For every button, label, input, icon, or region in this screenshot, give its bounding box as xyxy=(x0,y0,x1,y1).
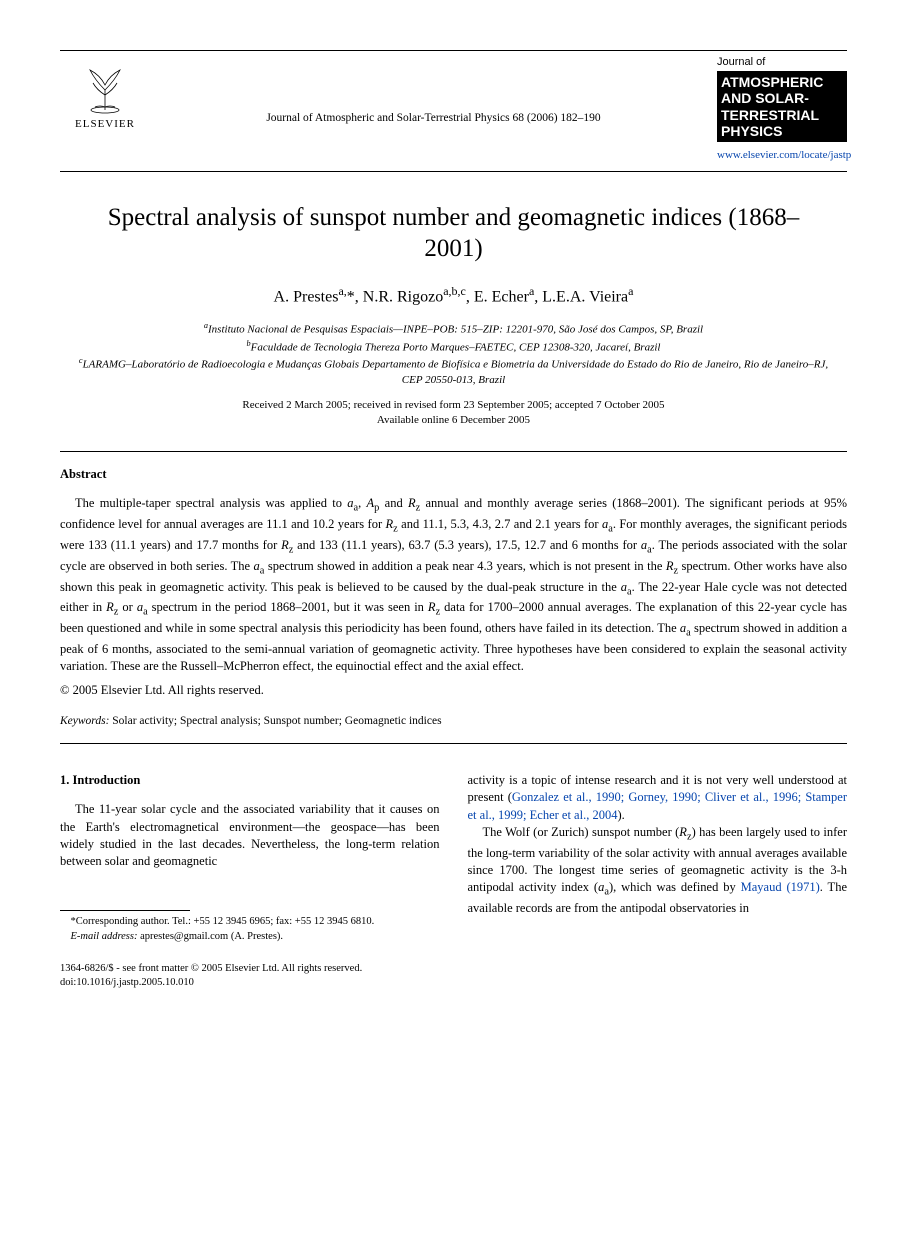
email-label: E-mail address: xyxy=(71,931,138,942)
copyright: © 2005 Elsevier Ltd. All rights reserved… xyxy=(60,682,847,700)
email-footnote: E-mail address: aprestes@gmail.com (A. P… xyxy=(60,930,440,944)
journal-url[interactable]: www.elsevier.com/locate/jastp xyxy=(717,148,847,163)
authors: A. Prestesa,*, N.R. Rigozoa,b,c, E. Eche… xyxy=(60,283,847,309)
footer: 1364-6826/$ - see front matter © 2005 El… xyxy=(60,962,847,990)
dates-online: Available online 6 December 2005 xyxy=(60,413,847,428)
journal-cover: Journal of ATMOSPHERIC AND SOLAR-TERREST… xyxy=(717,55,847,163)
journal-name-small: Journal of xyxy=(717,55,847,70)
intro-p1-cont: activity is a topic of intense research … xyxy=(468,772,848,824)
footer-doi: doi:10.1016/j.jastp.2005.10.010 xyxy=(60,976,847,990)
article-title: Spectral analysis of sunspot number and … xyxy=(90,202,817,265)
publisher-block: ELSEVIER xyxy=(60,55,150,132)
corresponding-footnote: *Corresponding author. Tel.: +55 12 3945… xyxy=(60,915,440,929)
elsevier-tree-icon xyxy=(75,55,135,115)
abstract-bottom-rule xyxy=(60,743,847,744)
abstract-label: Abstract xyxy=(60,466,847,484)
dates-received: Received 2 March 2005; received in revis… xyxy=(60,398,847,413)
section-1-heading: 1. Introduction xyxy=(60,772,440,789)
affiliation-b: bFaculdade de Tecnologia Thereza Porto M… xyxy=(75,338,832,356)
keywords-text: Solar activity; Spectral analysis; Sunsp… xyxy=(109,715,441,727)
intro-p2: The Wolf (or Zurich) sunspot number (Rz)… xyxy=(468,824,848,918)
header: ELSEVIER Journal of Atmospheric and Sola… xyxy=(60,55,847,163)
right-column: activity is a topic of intense research … xyxy=(468,772,848,944)
affiliation-c: cLARAMG–Laboratório de Radioecologia e M… xyxy=(75,355,832,387)
keywords: Keywords: Solar activity; Spectral analy… xyxy=(60,713,847,729)
affiliation-a: aInstituto Nacional de Pesquisas Espacia… xyxy=(75,320,832,338)
affiliations: aInstituto Nacional de Pesquisas Espacia… xyxy=(75,320,832,387)
email-value: aprestes@gmail.com (A. Prestes). xyxy=(137,931,283,942)
bottom-rule xyxy=(60,171,847,172)
intro-p1: The 11-year solar cycle and the associat… xyxy=(60,801,440,870)
footnote-rule xyxy=(60,910,190,911)
abstract-top-rule xyxy=(60,451,847,452)
publisher-name: ELSEVIER xyxy=(75,117,135,132)
journal-name-big: ATMOSPHERIC AND SOLAR-TERRESTRIAL PHYSIC… xyxy=(717,71,847,141)
journal-reference: Journal of Atmospheric and Solar-Terrest… xyxy=(150,55,717,126)
citations-group-1[interactable]: Gonzalez et al., 1990; Gorney, 1990; Cli… xyxy=(468,790,848,821)
intro-p1-cont-post: ). xyxy=(617,808,624,822)
top-rule xyxy=(60,50,847,51)
abstract-body: The multiple-taper spectral analysis was… xyxy=(60,495,847,676)
left-column: 1. Introduction The 11-year solar cycle … xyxy=(60,772,440,944)
article-dates: Received 2 March 2005; received in revis… xyxy=(60,398,847,429)
keywords-label: Keywords: xyxy=(60,715,109,727)
body-columns: 1. Introduction The 11-year solar cycle … xyxy=(60,772,847,944)
footer-front-matter: 1364-6826/$ - see front matter © 2005 El… xyxy=(60,962,847,976)
